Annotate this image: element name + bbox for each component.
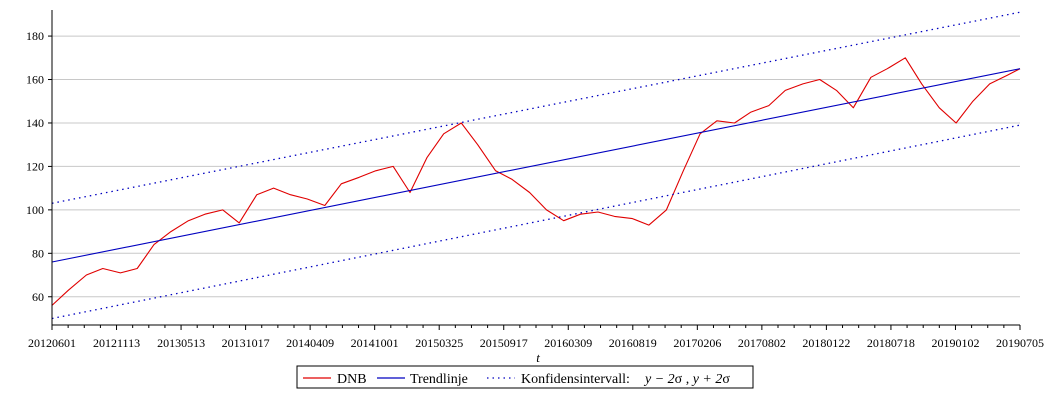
series-trendlinje — [51, 68, 1021, 263]
legend-label-konfidensintervall: Konfidensintervall: — [521, 372, 630, 387]
x-tick-label: 20120601 — [28, 336, 76, 350]
x-tick-label: 20130513 — [157, 336, 205, 350]
x-tick-label: 20150917 — [480, 336, 528, 350]
axes: 60 80 100 120 140 160 180 20120601 20121113 20130… — [26, 10, 1044, 350]
x-tick-label: 20190705 — [996, 336, 1044, 350]
x-tick-label: 20170802 — [738, 336, 786, 350]
x-tick-label: 20180122 — [802, 336, 850, 350]
y-tick-label: 80 — [32, 246, 44, 260]
x-tick-label: 20160309 — [544, 336, 592, 350]
x-tick-label: 20190102 — [931, 336, 979, 350]
legend-formula-part: y + 2 — [691, 372, 723, 387]
legend-formula-part: σ — [722, 372, 730, 387]
x-tick-label: 20121113 — [93, 336, 140, 350]
legend-label-dnb: DNB — [337, 372, 367, 387]
legend-label-trendlinje: Trendlinje — [410, 372, 468, 387]
x-tick-label: 20150325 — [415, 336, 463, 350]
x-tick-label: 20131017 — [222, 336, 270, 350]
x-tick-label: 20170206 — [673, 336, 721, 350]
x-tick-label: 20160819 — [609, 336, 657, 350]
y-tick-label: 100 — [26, 203, 44, 217]
grid-lines — [52, 35, 1020, 298]
legend-formula-part: σ — [675, 372, 683, 387]
legend: DNB Trendlinje Konfidensintervall: y − 2σ ,… — [296, 365, 754, 389]
legend-formula-part: y − 2 — [643, 372, 675, 387]
x-axis-label: t — [536, 350, 540, 365]
series-dnb — [51, 57, 1021, 306]
y-tick-label: 160 — [26, 73, 44, 87]
legend-formula: y − 2σ , y + 2σ — [643, 372, 730, 387]
x-tick-label: 20180718 — [867, 336, 915, 350]
x-tick-label: 20140409 — [286, 336, 334, 350]
legend-box — [296, 365, 754, 389]
series-lower-bound — [51, 124, 1021, 320]
y-tick-label: 60 — [32, 290, 44, 304]
legend-formula-part: , — [682, 372, 693, 387]
y-tick-label: 120 — [26, 159, 44, 173]
y-tick-label: 140 — [26, 116, 44, 130]
series-upper-bound — [51, 11, 1021, 204]
y-tick-label: 180 — [26, 29, 44, 43]
x-tick-label: 20141001 — [351, 336, 399, 350]
series-layer — [51, 11, 1021, 320]
